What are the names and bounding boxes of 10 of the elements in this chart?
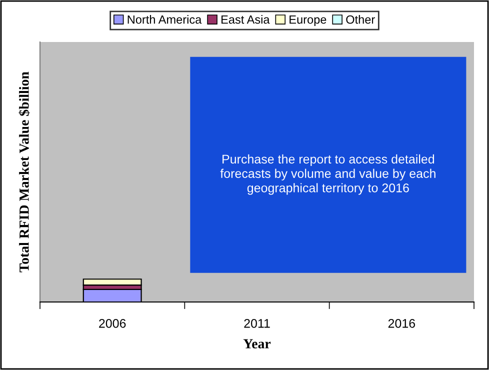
legend-label: East Asia [222,15,270,24]
legend-label: Europe [290,15,326,26]
legend-label: Other [346,15,375,24]
x-tick-label: 2011 [244,318,270,328]
x-tick-label: 2016 [388,318,416,328]
x-tick-label: 2006 [99,318,126,328]
legend-label: North America [128,15,202,24]
x-axis-title: Year [243,339,271,348]
y-axis-title: Total RFID Market Value $billion [18,72,30,272]
text: Purchase the report to access detailed forecasts by volume and value by each geographical territory to 2016 [220,154,436,195]
